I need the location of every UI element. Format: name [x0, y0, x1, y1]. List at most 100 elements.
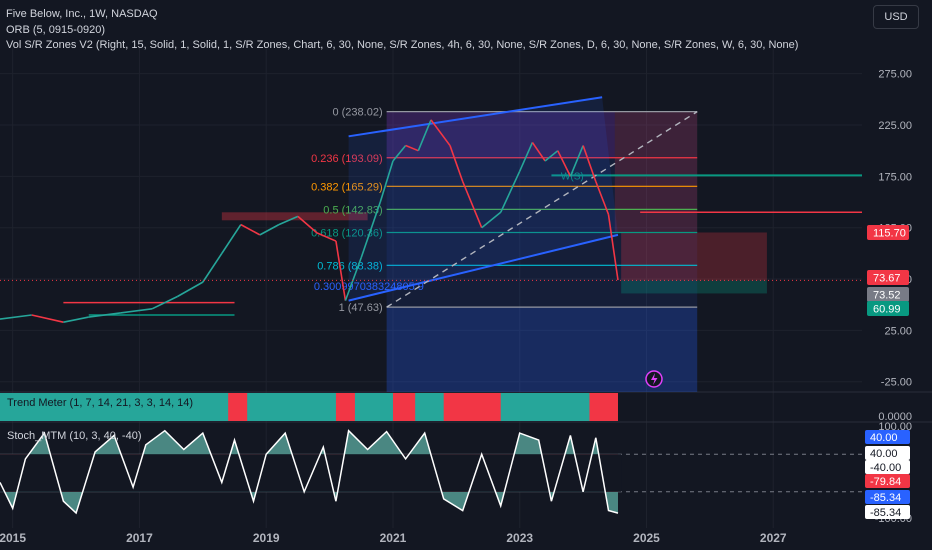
zone-label: W(S) — [561, 171, 584, 182]
price-segment-7 — [177, 281, 204, 298]
y-tick-6: -25.00 — [881, 377, 912, 389]
fib-label-1: 0.236 (193.09) — [311, 153, 383, 165]
price-segment-24 — [461, 181, 483, 229]
price-label-3: 60.99 — [873, 304, 901, 316]
trend-meter-label[interactable]: Trend Meter (1, 7, 14, 21, 3, 3, 14, 14) — [7, 397, 194, 409]
risk-zone — [621, 232, 767, 281]
price-segment-4 — [88, 312, 121, 318]
price-segment-32 — [582, 145, 597, 182]
price-segment-21 — [417, 119, 432, 151]
x-tick-2017: 2017 — [126, 531, 153, 545]
trend-meter-bear-4 — [589, 393, 618, 421]
stoch-fill-oversold — [0, 430, 618, 514]
price-segment-20 — [405, 144, 419, 152]
price-segment-5 — [120, 308, 153, 314]
price-segment-17 — [360, 201, 382, 258]
channel-upper — [348, 96, 603, 138]
stoch-level-1: 40.00 — [870, 448, 898, 460]
price-segment-2 — [31, 314, 64, 323]
fib-label-4: 0.618 (120.36) — [311, 227, 383, 239]
stoch-label-bg-3 — [865, 474, 910, 488]
price-segment-14 — [316, 232, 337, 242]
stoch-label[interactable]: Stoch_MTM (10, 3, 40, -40) — [7, 430, 142, 442]
price-segment-31 — [569, 145, 584, 177]
stoch-label-bg-4 — [865, 490, 910, 504]
x-tick-2015: 2015 — [0, 531, 26, 545]
price-segment-30 — [557, 150, 572, 177]
price-labels: 115.70 73.67 73.52 60.99 40.00 40.00 -40.00 -79… — [0, 225, 910, 519]
stoch-label-bg-1 — [865, 446, 910, 460]
price-segment-25 — [481, 211, 502, 229]
stoch-label-bg-2 — [865, 460, 910, 474]
price-label-bg-1 — [867, 270, 909, 285]
stoch-level-5: -85.34 — [870, 507, 901, 519]
price-segment-22 — [430, 119, 451, 147]
price-segment-11 — [259, 223, 280, 236]
stoch-level-0: 40.00 — [870, 432, 898, 444]
trend-meter-base — [0, 393, 618, 421]
price-segment-10 — [240, 223, 261, 236]
price-label-1: 73.67 — [873, 273, 901, 285]
stoch-level-2: -40.00 — [870, 462, 901, 474]
stoch-line — [0, 429, 619, 515]
fib-label-2: 0.382 (165.29) — [311, 181, 383, 193]
price-label-2: 73.52 — [873, 290, 901, 302]
price-segment-15 — [335, 240, 347, 301]
stoch-mid-mask — [0, 454, 622, 492]
trend-meter-bear-3 — [443, 393, 501, 421]
price-segment-27 — [519, 142, 534, 172]
currency-button[interactable]: USD — [873, 5, 919, 29]
price-segment-8 — [202, 252, 223, 283]
price-channel — [348, 96, 698, 308]
fib-label-6: 1 (47.63) — [339, 302, 383, 314]
price-segment-12 — [278, 215, 299, 226]
channel-zone-2 — [614, 111, 698, 233]
y-tick-0: 275.00 — [878, 69, 912, 81]
price-segment-3 — [63, 316, 89, 323]
channel-fill — [348, 97, 618, 301]
fib-label-0: 0 (238.02) — [332, 107, 382, 119]
y-tick-1: 225.00 — [878, 120, 912, 132]
stoch-level-3: -79.84 — [870, 476, 901, 488]
fib-label-3: 0.5 (142.83) — [323, 204, 382, 216]
price-segment-26 — [499, 170, 521, 213]
price-segment-28 — [531, 142, 546, 162]
price-segment-6 — [151, 295, 178, 310]
price-segment-34 — [607, 214, 619, 281]
sr-zone-1 — [221, 212, 368, 221]
price-segment-9 — [221, 224, 242, 254]
price-label-bg-3 — [867, 301, 909, 316]
price-segment-16 — [344, 257, 363, 301]
stoch-label-bg-0 — [865, 430, 910, 444]
lightning-bolt-glyph — [651, 373, 658, 385]
chart-title: Five Below, Inc., 1W, NASDAQ — [6, 8, 158, 20]
x-tick-2019: 2019 — [253, 531, 280, 545]
price-segment-18 — [379, 160, 394, 203]
trend-meter-pane — [0, 393, 618, 421]
fib-extra-label: 0.300997038324805 9 — [314, 281, 424, 293]
trend-meter-tick: 0.0000 — [878, 411, 912, 423]
price-segment-13 — [297, 215, 318, 234]
stoch-pane — [0, 429, 862, 515]
stoch-label-bg-5 — [865, 505, 910, 519]
price-segment-1 — [0, 314, 32, 320]
reward-zone — [621, 280, 767, 294]
indicator-orb-label[interactable]: ORB (5, 0915-0920) — [6, 24, 106, 36]
price-segment-29 — [544, 150, 559, 162]
price-label-bg-2 — [867, 287, 909, 302]
fib-label-5: 0.786 (88.38) — [317, 260, 382, 272]
indicator-vol-sr-label[interactable]: Vol S/R Zones V2 (Right, 15, Solid, 1, S… — [6, 39, 799, 51]
y-tick-5: 25.00 — [884, 325, 912, 337]
channel-lower — [348, 233, 619, 302]
trend-meter-bear-0 — [228, 393, 248, 421]
y-tick-2: 175.00 — [878, 171, 912, 183]
price-label-bg-0 — [867, 225, 909, 240]
price-label-0: 115.70 — [873, 228, 906, 240]
grid — [0, 48, 932, 528]
price-segment-33 — [595, 181, 610, 215]
price-segment-19 — [392, 145, 407, 162]
price-series — [0, 119, 619, 323]
stoch-level-4: -85.34 — [870, 492, 901, 504]
x-tick-2025: 2025 — [633, 531, 660, 545]
